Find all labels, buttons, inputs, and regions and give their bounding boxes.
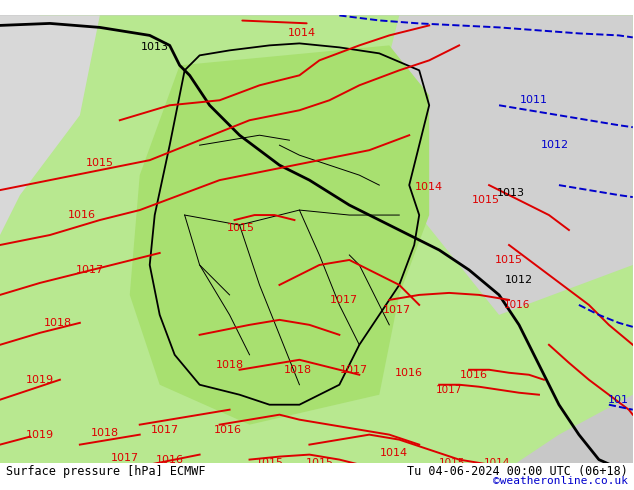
Text: 1013: 1013 [575, 469, 603, 480]
Text: 1014: 1014 [380, 447, 408, 458]
Text: 1014: 1014 [287, 28, 316, 38]
Text: 101: 101 [607, 395, 628, 405]
Text: 1015: 1015 [439, 458, 465, 467]
Text: 1016: 1016 [156, 455, 184, 465]
Text: 101: 101 [611, 469, 631, 480]
Polygon shape [0, 16, 633, 474]
Text: 1016: 1016 [460, 370, 488, 380]
Polygon shape [0, 16, 100, 235]
Text: 1015: 1015 [495, 255, 523, 265]
Text: 1018: 1018 [44, 318, 72, 328]
Text: 1019: 1019 [26, 375, 54, 385]
Text: ©weatheronline.co.uk: ©weatheronline.co.uk [493, 476, 628, 486]
Polygon shape [379, 16, 633, 315]
Text: 1015: 1015 [86, 158, 114, 168]
Text: 1016: 1016 [68, 210, 96, 220]
Text: 1012: 1012 [541, 140, 569, 150]
Text: 1013: 1013 [141, 42, 169, 52]
Text: Tu 04-06-2024 00:00 UTC (06+18): Tu 04-06-2024 00:00 UTC (06+18) [407, 465, 628, 478]
Text: 1017: 1017 [76, 265, 104, 275]
Text: ©weatheronline.co.uk: ©weatheronline.co.uk [493, 476, 628, 486]
Text: 1018: 1018 [283, 365, 311, 375]
Text: Surface pressure [hPa] ECMWF: Surface pressure [hPa] ECMWF [6, 465, 206, 478]
Text: 1014: 1014 [415, 182, 443, 192]
Text: 1014: 1014 [484, 458, 510, 467]
Text: 1019: 1019 [26, 430, 54, 440]
Text: 1012: 1012 [505, 275, 533, 285]
Text: 1015: 1015 [472, 195, 500, 205]
Text: 1016: 1016 [395, 368, 424, 378]
Text: 1017: 1017 [151, 425, 179, 435]
Text: 1017: 1017 [330, 295, 358, 305]
Text: 1017: 1017 [383, 305, 411, 315]
Polygon shape [130, 46, 429, 425]
Text: 1018: 1018 [91, 428, 119, 438]
Text: 1016: 1016 [504, 300, 530, 310]
Text: 1015: 1015 [226, 223, 254, 233]
Text: 1013: 1013 [497, 188, 525, 198]
Text: Tu 04-06-2024 00:00 UTC (06+18): Tu 04-06-2024 00:00 UTC (06+18) [407, 465, 628, 478]
Text: 1017: 1017 [436, 385, 462, 395]
Text: 1015: 1015 [306, 458, 333, 467]
Text: 1011: 1011 [520, 95, 548, 105]
Text: 1016: 1016 [214, 425, 242, 435]
Text: 1018: 1018 [216, 360, 243, 370]
Text: Surface pressure [hPa] ECMWF: Surface pressure [hPa] ECMWF [6, 465, 206, 478]
Text: 1017: 1017 [111, 453, 139, 463]
Text: 1017: 1017 [340, 365, 368, 375]
Text: 1015: 1015 [256, 458, 283, 467]
